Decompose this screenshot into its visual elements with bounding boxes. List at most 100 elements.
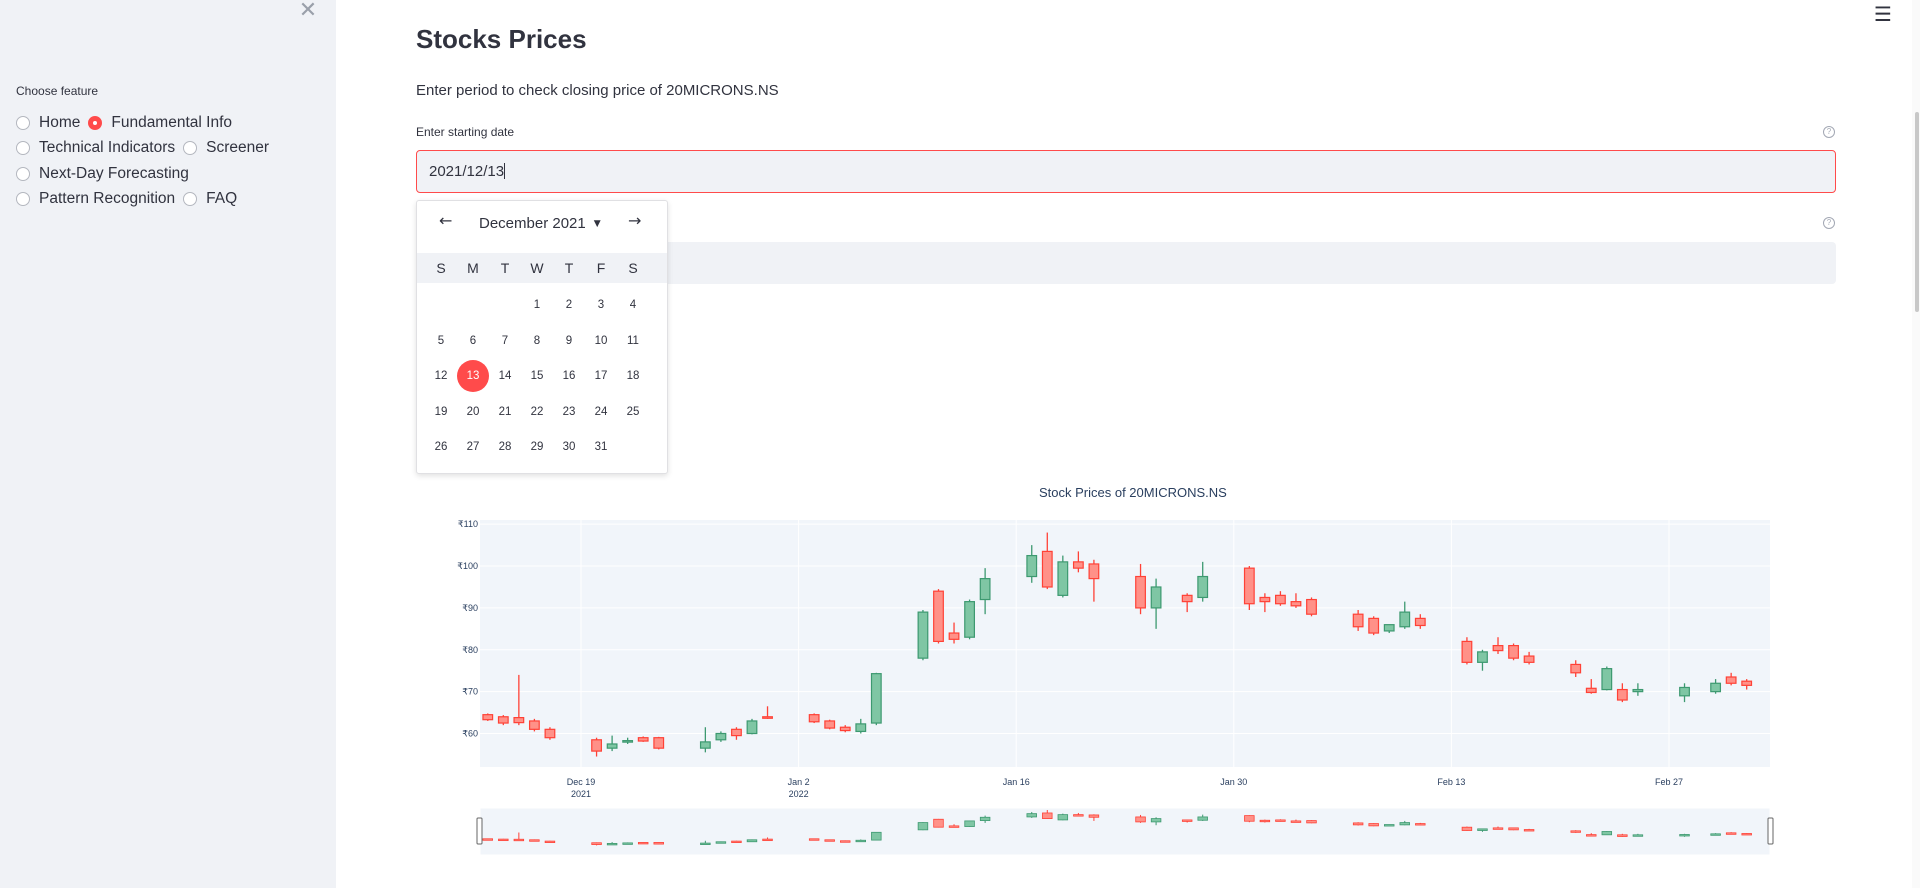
month-select[interactable]: December 2021 ▼ xyxy=(479,215,601,232)
calendar-day[interactable]: 14 xyxy=(498,370,512,382)
scrollbar-track xyxy=(1912,0,1920,888)
weekday-label: T xyxy=(500,260,510,276)
candle-body xyxy=(1741,680,1753,686)
slider-candle-body xyxy=(840,840,851,843)
calendar-day[interactable]: 21 xyxy=(498,405,512,418)
calendar-day[interactable]: 27 xyxy=(466,441,480,453)
calendar-day[interactable]: 4 xyxy=(629,299,637,311)
candlestick-chart[interactable]: ₹60 ₹70 ₹80 ₹90 ₹100 ₹110 Dec 19 2021 Jan 2 2022 J… xyxy=(440,510,1780,860)
chevron-down-icon: ▼ xyxy=(593,219,601,229)
slider-candle-body xyxy=(808,838,820,841)
range-handle-right[interactable] xyxy=(1767,817,1774,845)
calendar-day[interactable]: 25 xyxy=(626,405,640,418)
slider-candle-body xyxy=(1259,819,1271,823)
candle-body xyxy=(528,720,540,730)
radio-next-day-forecasting[interactable]: Next-Day Forecasting xyxy=(16,161,189,187)
y-tick-label: ₹70 xyxy=(462,687,478,697)
x-tick-label: Feb 27 xyxy=(1655,777,1683,787)
candle-body xyxy=(1352,613,1364,628)
calendar-day[interactable]: 20 xyxy=(466,405,480,418)
calendar-day[interactable]: 16 xyxy=(562,370,576,382)
calendar-day[interactable]: 7 xyxy=(501,334,509,347)
calendar-day[interactable]: 31 xyxy=(594,441,608,453)
radio-faq[interactable]: FAQ xyxy=(183,187,237,213)
calendar-day[interactable]: 29 xyxy=(530,441,544,453)
weekday-header xyxy=(417,253,667,283)
candle-body xyxy=(544,728,556,739)
slider-candle-body xyxy=(1368,823,1379,827)
hamburger-icon[interactable]: ☰ xyxy=(1874,2,1892,26)
page-title: Stocks Prices xyxy=(416,24,587,54)
candle-body xyxy=(1477,651,1488,663)
candle-body xyxy=(1632,688,1644,693)
candle-body xyxy=(1150,586,1162,609)
candle-body xyxy=(824,720,836,729)
radio-fundamental-info[interactable]: Fundamental Info xyxy=(88,110,232,136)
calendar-day[interactable]: 28 xyxy=(498,441,512,453)
radio-pattern-recognition[interactable]: Pattern Recognition xyxy=(16,187,175,213)
slider-candle-body xyxy=(1383,824,1395,827)
calendar-day[interactable]: 3 xyxy=(597,299,605,311)
slider-candle-body xyxy=(1461,826,1473,831)
calendar-day[interactable]: 2 xyxy=(565,299,573,311)
close-icon[interactable]: ✕ xyxy=(298,0,318,23)
radio-technical-indicators[interactable]: Technical Indicators xyxy=(16,136,175,162)
slider-candle-body xyxy=(979,816,991,821)
calendar-day[interactable]: 30 xyxy=(562,441,576,453)
calendar-day[interactable]: 11 xyxy=(627,334,639,347)
calendar-day[interactable]: 18 xyxy=(626,370,640,382)
calendar-day[interactable]: 15 xyxy=(530,370,544,382)
feature-radio-group: Home Fundamental Info Technical Indicato… xyxy=(16,110,316,212)
calendar-day[interactable]: 23 xyxy=(562,405,576,418)
calendar-day[interactable]: 6 xyxy=(469,334,477,347)
candle-body xyxy=(1290,601,1302,607)
help-icon[interactable]: ? xyxy=(1823,217,1835,229)
calendar-header: ← December 2021 ▼ → xyxy=(417,201,667,245)
slider-candle-body xyxy=(513,838,525,842)
slider-candle-body xyxy=(746,839,758,843)
candle-body xyxy=(637,737,649,742)
slider-candle-body xyxy=(1601,831,1613,836)
calendar-day-selected[interactable]: 13 xyxy=(457,360,489,392)
slider-candle-body xyxy=(1477,828,1488,831)
candle-body xyxy=(870,673,882,724)
candle-body xyxy=(1725,676,1737,684)
calendar-day[interactable]: 1 xyxy=(533,299,541,311)
slider-candle-body xyxy=(1135,816,1146,823)
candle-body xyxy=(653,737,665,749)
radio-screener[interactable]: Screener xyxy=(183,136,269,162)
slider-candle-body xyxy=(1073,814,1084,817)
slider-candle-body xyxy=(544,840,556,843)
calendar-day[interactable]: 9 xyxy=(565,334,573,347)
calendar-day[interactable]: 19 xyxy=(434,405,448,418)
slider-candle-body xyxy=(1306,820,1317,824)
start-date-label: Enter starting date xyxy=(416,125,515,139)
range-handle-left[interactable] xyxy=(476,817,483,845)
candle-body xyxy=(715,732,727,741)
calendar-day[interactable]: 24 xyxy=(594,405,608,418)
calendar-day[interactable]: 12 xyxy=(434,370,448,382)
calendar-day[interactable]: 26 xyxy=(434,441,448,453)
calendar-day[interactable]: 17 xyxy=(594,370,608,382)
arrow-right-icon[interactable]: → xyxy=(628,211,642,230)
candle-body xyxy=(964,601,975,638)
slider-candle-body xyxy=(1710,833,1721,836)
candle-body xyxy=(933,590,944,643)
radio-home[interactable]: Home xyxy=(16,110,80,136)
calendar-day[interactable]: 8 xyxy=(533,334,541,347)
calendar-day[interactable]: 10 xyxy=(594,334,608,347)
weekday-label: T xyxy=(564,260,574,276)
x-tick-label: Jan 2 xyxy=(788,777,810,787)
help-icon[interactable]: ? xyxy=(1823,126,1835,138)
start-date-input[interactable]: 2021/12/13 xyxy=(416,150,1836,193)
slider-candle-body xyxy=(1399,822,1410,826)
calendar-day[interactable]: 22 xyxy=(530,405,544,418)
calendar-day[interactable]: 5 xyxy=(437,334,445,347)
slider-candle-body xyxy=(1290,820,1302,823)
y-tick-label: ₹110 xyxy=(458,519,478,529)
weekday-label: F xyxy=(596,260,606,276)
candle-body xyxy=(591,739,602,752)
arrow-left-icon[interactable]: ← xyxy=(439,211,453,230)
slider-candle-body xyxy=(964,820,975,827)
scrollbar-thumb[interactable] xyxy=(1915,112,1919,312)
